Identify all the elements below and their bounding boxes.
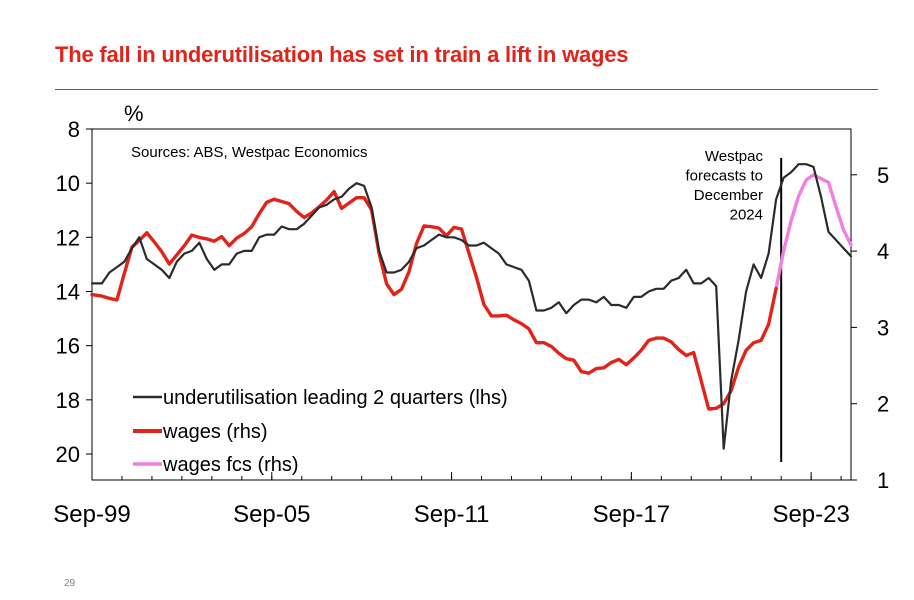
- annotation-line: December: [694, 187, 763, 204]
- x-tick-label: Sep-99: [53, 501, 130, 528]
- x-axis: Sep-99 Sep-05 Sep-11 Sep-17 Sep-23: [53, 472, 850, 528]
- annotation-line: Westpac: [705, 148, 764, 165]
- series-line-wages_fcs: [774, 173, 853, 291]
- x-tick-label: Sep-23: [772, 501, 849, 528]
- lhs-tick-label: 16: [56, 334, 80, 359]
- x-tick-label: Sep-11: [414, 501, 490, 528]
- rhs-axis: 1 2 3 4 5: [851, 163, 889, 493]
- title-rule: [55, 89, 878, 90]
- rhs-tick-label: 2: [877, 392, 889, 417]
- lhs-tick-label: 14: [56, 280, 80, 305]
- x-tick-label: Sep-05: [233, 501, 310, 528]
- lhs-tick-label: 8: [68, 117, 80, 142]
- lhs-tick-label: 20: [56, 442, 80, 467]
- x-tick-label: Sep-17: [593, 501, 670, 528]
- legend-label-wages: wages (rhs): [162, 421, 267, 443]
- series-line-underutil: [90, 163, 853, 450]
- lhs-tick-label: 18: [56, 388, 80, 413]
- lhs-tick-label: 10: [56, 171, 80, 196]
- legend: underutilisation leading 2 quarters (lhs…: [133, 387, 508, 476]
- lhs-tick-label: 12: [56, 225, 80, 250]
- forecast-annotation: Westpac forecasts to December 2024: [685, 148, 763, 224]
- series-line-wages: [90, 189, 778, 411]
- source-note: Sources: ABS, Westpac Economics: [131, 144, 368, 161]
- rhs-tick-label: 4: [877, 239, 889, 264]
- page-number: 29: [64, 578, 76, 589]
- legend-label-underutil: underutilisation leading 2 quarters (lhs…: [163, 387, 508, 409]
- lhs-axis: 8 10 12 14 16 18 20: [56, 117, 92, 467]
- lhs-unit-label: %: [124, 101, 144, 126]
- rhs-tick-label: 3: [877, 315, 889, 340]
- annotation-line: 2024: [730, 207, 763, 224]
- legend-label-wages_fcs: wages fcs (rhs): [162, 454, 299, 476]
- plot-frame: [91, 128, 852, 481]
- rhs-tick-label: 1: [877, 468, 889, 493]
- annotation-line: forecasts to: [685, 168, 763, 185]
- rhs-tick-label: 5: [877, 163, 889, 188]
- slide-title: The fall in underutilisation has set in …: [55, 42, 629, 67]
- series-layer: [90, 163, 853, 450]
